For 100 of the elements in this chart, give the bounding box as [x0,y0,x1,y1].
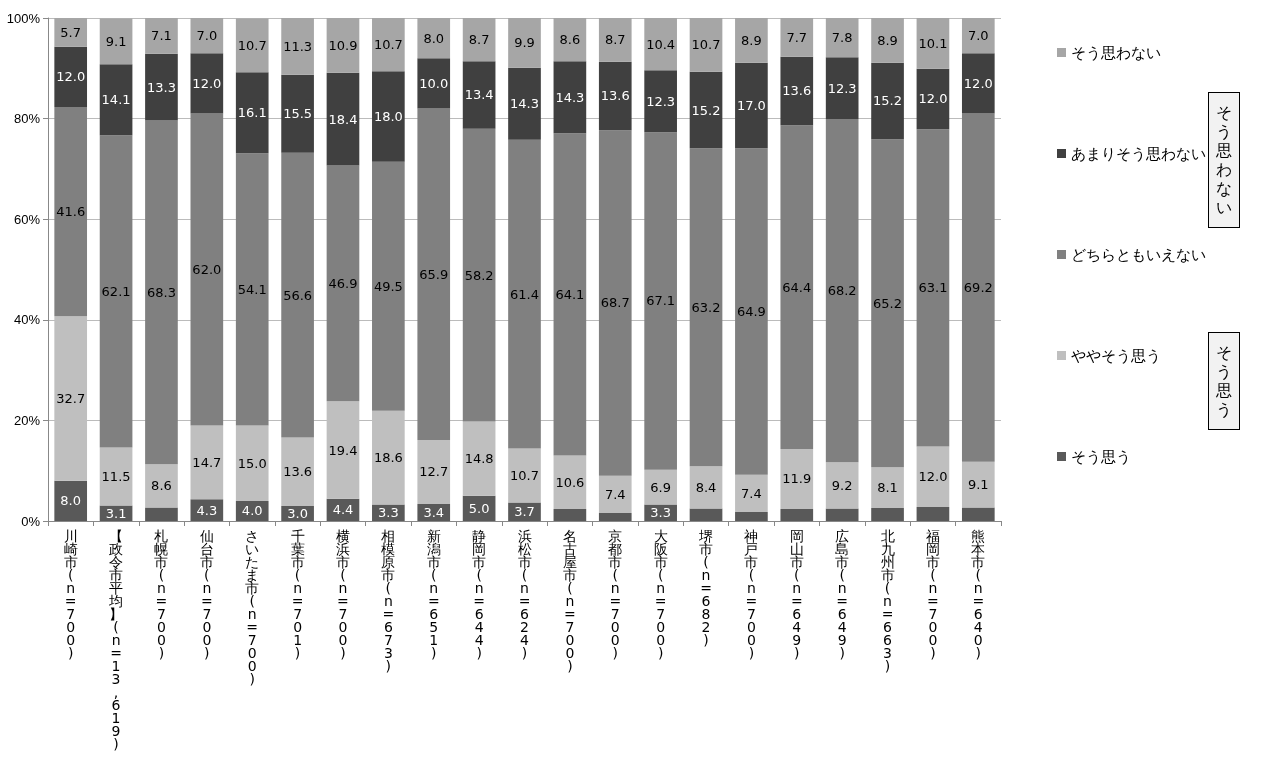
bar [916,68,950,130]
data-label: 15.5 [283,106,313,122]
data-label: 63.1 [918,280,948,296]
bar [54,107,88,317]
data-label: 64.9 [736,304,766,319]
data-label: 15.2 [691,102,721,118]
data-label: 14.8 [464,451,494,467]
bar [372,71,405,162]
bar [145,464,178,508]
bar [598,475,632,513]
data-label: 10.6 [555,474,585,490]
category-label: 新潟市(n=651) [426,527,441,661]
data-label: 56.6 [283,287,313,303]
data-label: 8.4 [695,479,717,495]
data-label: 46.9 [328,275,358,291]
bar [871,507,904,521]
bar [235,425,269,501]
bar [780,449,814,509]
bar [190,425,224,500]
data-label: 65.2 [873,295,903,311]
bar [735,148,768,475]
bar [598,512,632,521]
category-label: 名古屋市(n=700) [562,527,577,674]
data-label: 58.2 [464,267,494,283]
bar [871,467,904,508]
bar [961,53,995,114]
bar [553,508,587,521]
data-label: 16.1 [237,105,267,121]
bar [326,18,360,73]
bar [462,421,496,496]
bar [145,507,178,521]
data-label: 68.7 [600,295,630,311]
data-label: 3.3 [650,505,671,521]
bar [735,474,768,512]
bar [417,108,451,441]
data-label: 11.5 [101,468,131,484]
bar [145,18,178,54]
y-tick-label: 100% [6,10,41,26]
bar [598,61,632,131]
bar [54,480,88,521]
data-label: 41.6 [56,204,86,220]
data-label: 64.4 [782,279,812,295]
bar [508,67,541,140]
bar [54,46,88,108]
data-label: 8.7 [604,32,626,48]
bar [961,113,995,462]
bar [780,56,814,126]
category-label: 熊本市(n=640) [971,527,986,661]
data-label: 8.0 [60,493,82,509]
data-label: 10.1 [918,35,948,51]
data-label: 10.7 [510,467,539,483]
bar [916,446,950,507]
bar [825,508,859,521]
data-label: 69.2 [963,280,993,296]
bar [871,139,904,468]
bar [417,18,451,59]
category-label: 仙台市(n=700) [199,527,214,661]
bar [961,18,995,54]
category-label: 京都市(n=700) [608,527,623,661]
data-label: 3.0 [287,505,308,521]
bar [417,58,451,109]
data-label: 5.0 [468,500,490,516]
category-label: 大阪市(n=700) [653,527,668,661]
data-label: 4.4 [332,502,354,518]
data-label: 17.0 [736,98,766,114]
data-label: 62.0 [192,262,222,277]
bar [235,153,269,426]
category-label: 千葉市(n=701) [290,527,305,661]
category-label: 横浜市(n=700) [335,527,350,661]
bar [644,18,677,71]
bar [735,511,768,521]
data-label: 14.1 [101,92,131,108]
bar [553,61,587,134]
category-label: さいたま市(n=700) [245,527,260,687]
bar [281,18,314,75]
bar [54,18,88,47]
bar [508,448,541,503]
bar [961,461,995,508]
data-label: 12.0 [918,469,948,485]
data-label: 10.7 [237,37,267,53]
bar [689,508,723,521]
category-label: 浜松市(n=624) [517,527,532,661]
bar [916,506,950,521]
y-tick-label: 20% [13,412,41,428]
bar [689,148,723,467]
bar [145,53,178,121]
text: そう思わない [1215,103,1233,217]
bar [553,18,587,62]
bar [553,455,587,509]
data-label: 9.2 [831,477,853,493]
data-label: 10.7 [691,37,721,53]
y-tick-label: 40% [13,312,41,328]
category-label: 神戸市(n=700) [744,527,759,661]
data-label: 12.3 [827,80,857,96]
data-label: 9.1 [967,477,989,493]
bar [190,18,224,54]
bar [281,74,314,153]
data-label: 63.2 [691,299,721,315]
bar [326,165,360,402]
data-label: 15.2 [873,93,903,109]
